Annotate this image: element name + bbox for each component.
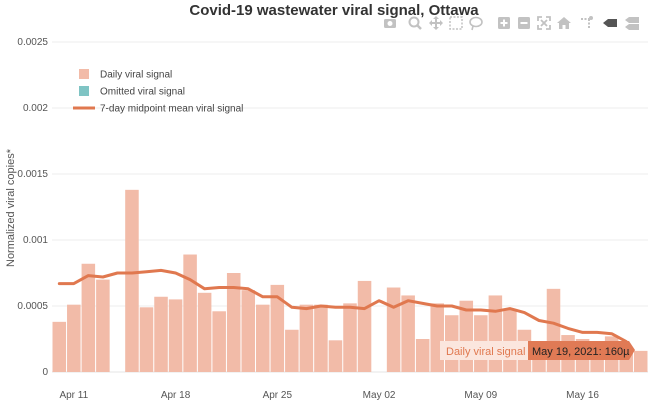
bar-daily-viral-signal[interactable] [139, 307, 154, 372]
x-tick-label: May 16 [566, 390, 599, 401]
bar-daily-viral-signal[interactable] [343, 303, 357, 372]
y-tick-label: 0 [42, 367, 48, 378]
bar-daily-viral-signal[interactable] [197, 292, 212, 372]
x-tick-label: May 02 [363, 390, 396, 401]
bar-daily-viral-signal[interactable] [401, 295, 415, 372]
toggle-spike-lines-icon[interactable] [581, 16, 593, 29]
bar-daily-viral-signal[interactable] [183, 254, 197, 372]
bar-daily-viral-signal[interactable] [67, 304, 81, 372]
y-tick-label: 0.0025 [17, 37, 48, 48]
y-tick-label: 0.002 [23, 103, 48, 114]
bar-daily-viral-signal[interactable] [503, 309, 517, 372]
reset-axes-icon[interactable] [557, 17, 571, 29]
line-7-day-mean[interactable] [57, 268, 628, 344]
legend-label: 7-day midpoint mean viral signal [100, 104, 243, 115]
bar-daily-viral-signal[interactable] [52, 321, 67, 372]
x-tick-label: Apr 18 [161, 390, 191, 401]
hover-tooltip: Daily viral signal May 19, 2021: 160µ [440, 341, 635, 360]
bar-daily-viral-signal[interactable] [226, 273, 241, 372]
tooltip-value-label: May 19, 2021: 160µ [532, 346, 630, 358]
legend-item[interactable]: 7-day midpoint mean viral signal [73, 104, 243, 115]
chart-title: Covid-19 wastewater viral signal, Ottawa [189, 2, 479, 19]
y-tick-label: 0.001 [23, 235, 48, 246]
y-axis-title: Normalized viral copies* [5, 148, 17, 267]
bar-daily-viral-signal[interactable] [96, 279, 110, 372]
tooltip-series-label: Daily viral signal [446, 346, 525, 358]
bar-daily-viral-signal[interactable] [285, 329, 299, 372]
legend-bar-swatch [79, 69, 89, 79]
bar-daily-viral-signal[interactable] [314, 304, 328, 372]
x-axis-ticks: Apr 11 Apr 18 Apr 25 May 02 May 09 May 16 [59, 390, 599, 401]
legend-item[interactable]: Daily viral signal [79, 69, 172, 81]
bar-daily-viral-signal[interactable] [488, 295, 503, 372]
legend-label: Daily viral signal [100, 70, 172, 81]
bar-daily-viral-signal[interactable] [125, 189, 139, 372]
y-axis-ticks: 0 0.0005 0.001 0.0015 0.002 0.0025 [17, 37, 48, 378]
bar-daily-viral-signal[interactable] [212, 311, 226, 372]
bar-daily-viral-signal[interactable] [386, 287, 401, 372]
tooltip-series-box [440, 341, 528, 360]
y-tick-label: 0.0005 [17, 301, 48, 312]
bar-daily-viral-signal[interactable] [415, 339, 430, 372]
bar-daily-viral-signal[interactable] [299, 304, 314, 372]
bar-daily-viral-signal[interactable] [633, 350, 648, 372]
legend[interactable]: Daily viral signal Omitted viral signal 7-… [73, 69, 243, 115]
x-tick-label: Apr 11 [59, 390, 88, 401]
bar-daily-viral-signal[interactable] [270, 284, 285, 372]
box-select-icon[interactable] [449, 16, 463, 30]
legend-item[interactable]: Omitted viral signal [79, 86, 185, 98]
bar-daily-viral-signal[interactable] [241, 290, 256, 372]
lasso-select-icon[interactable] [469, 16, 483, 31]
legend-label: Omitted viral signal [100, 87, 185, 98]
hover-compare-icon[interactable] [625, 17, 639, 30]
line-layer [57, 268, 628, 344]
zoom-out-icon[interactable] [518, 17, 530, 29]
x-tick-label: May 09 [464, 390, 497, 401]
modebar [384, 16, 639, 31]
bar-daily-viral-signal[interactable] [154, 296, 168, 372]
bar-daily-viral-signal[interactable] [357, 280, 372, 372]
pan-icon[interactable] [429, 16, 443, 30]
autoscale-icon[interactable] [537, 16, 551, 30]
bar-daily-viral-signal[interactable] [81, 263, 96, 372]
x-tick-label: Apr 25 [263, 390, 293, 401]
y-tick-label: 0.0015 [17, 169, 48, 180]
legend-bar-swatch [79, 86, 89, 96]
zoom-icon[interactable] [408, 16, 422, 30]
bar-daily-viral-signal[interactable] [168, 299, 183, 372]
bar-daily-viral-signal[interactable] [430, 303, 444, 372]
zoom-in-icon[interactable] [498, 17, 510, 29]
camera-icon[interactable] [384, 19, 396, 28]
tooltip-value-box [528, 341, 635, 360]
bar-daily-viral-signal[interactable] [328, 340, 343, 372]
bar-daily-viral-signal[interactable] [256, 304, 270, 372]
hover-closest-icon[interactable] [603, 19, 617, 27]
